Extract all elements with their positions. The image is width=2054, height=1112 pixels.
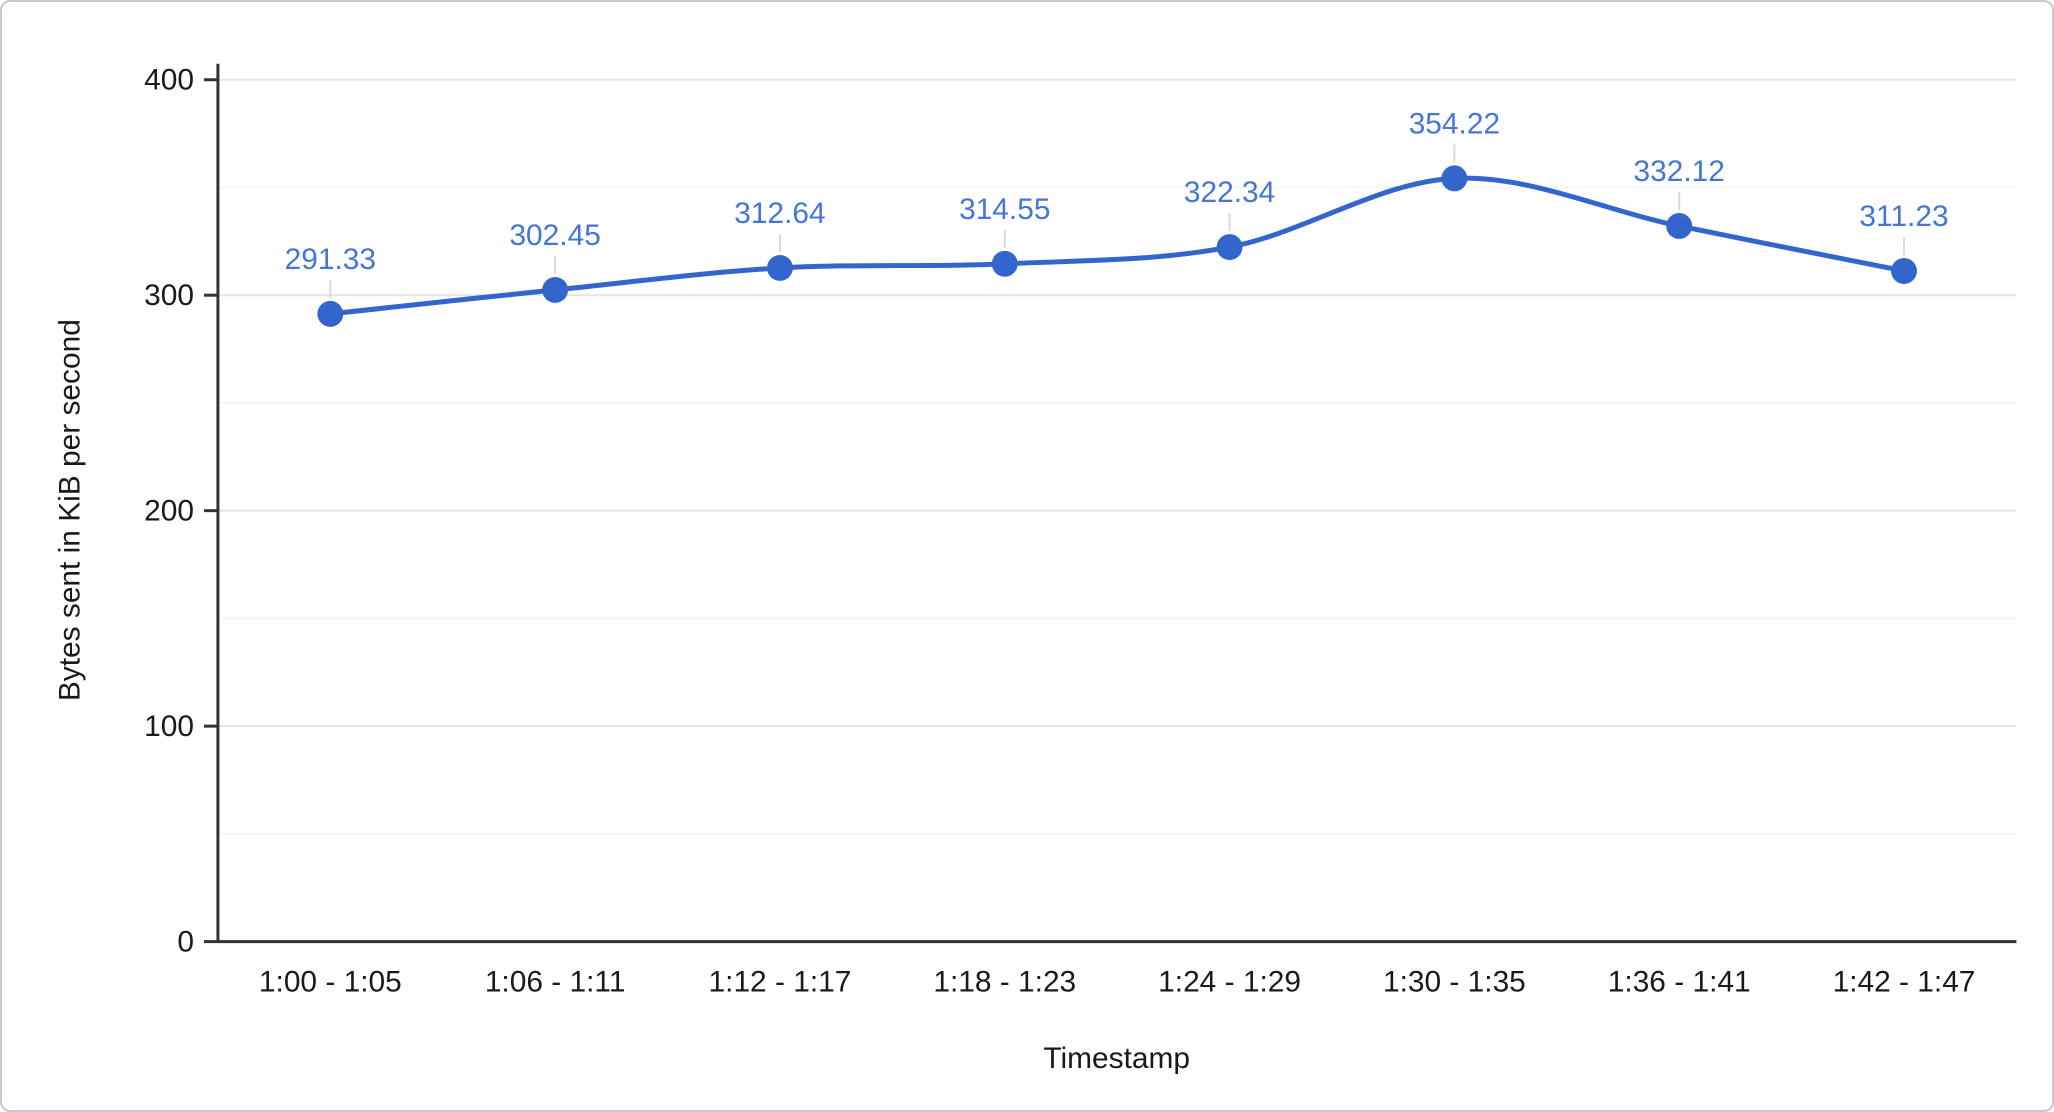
y-tick-label: 400 <box>144 64 194 97</box>
point-label: 332.12 <box>1634 155 1725 188</box>
x-tick-label: 1:00 - 1:05 <box>259 965 402 998</box>
x-tick-label: 1:06 - 1:11 <box>485 965 626 998</box>
point-label: 322.34 <box>1184 176 1275 209</box>
point-label: 314.55 <box>959 193 1050 226</box>
x-tick-label: 1:24 - 1:29 <box>1158 965 1301 998</box>
point-label: 312.64 <box>734 197 825 230</box>
y-axis-title: Bytes sent in KiB per second <box>53 319 86 701</box>
point-label: 311.23 <box>1859 200 1948 233</box>
series-line <box>327 175 1907 317</box>
grid-layer <box>217 78 2017 835</box>
point-label: 302.45 <box>509 219 600 252</box>
y-tick-label: 200 <box>144 495 194 528</box>
point-label: 354.22 <box>1409 108 1500 141</box>
data-point[interactable] <box>767 255 793 281</box>
x-tick-label: 1:30 - 1:35 <box>1383 965 1526 998</box>
data-point[interactable] <box>317 300 344 327</box>
series-layer <box>317 165 1917 327</box>
data-point[interactable] <box>1441 165 1468 192</box>
data-point[interactable] <box>1891 258 1917 284</box>
x-tick-label: 1:12 - 1:17 <box>709 965 852 998</box>
x-tick-label: 1:36 - 1:41 <box>1608 965 1751 998</box>
axis-layer: 0 100 200 300 400 1:00 - 1:05 1:06 - 1:11 1:12 … <box>144 64 2017 998</box>
x-tick-label: 1:42 - 1:47 <box>1833 965 1976 998</box>
labels-layer: 291.33 302.45 312.64 314.55 322.34 354.22 332.… <box>285 108 1949 298</box>
y-tick-label: 100 <box>144 710 194 743</box>
y-tick-label: 300 <box>144 279 194 312</box>
point-label: 291.33 <box>285 243 376 276</box>
x-axis-title: Timestamp <box>1043 1042 1190 1075</box>
data-point[interactable] <box>1666 213 1693 239</box>
data-point[interactable] <box>991 250 1018 277</box>
data-point[interactable] <box>542 276 569 303</box>
x-tick-label: 1:18 - 1:23 <box>933 965 1076 998</box>
y-tick-label: 0 <box>177 926 194 959</box>
data-point[interactable] <box>1216 234 1243 261</box>
